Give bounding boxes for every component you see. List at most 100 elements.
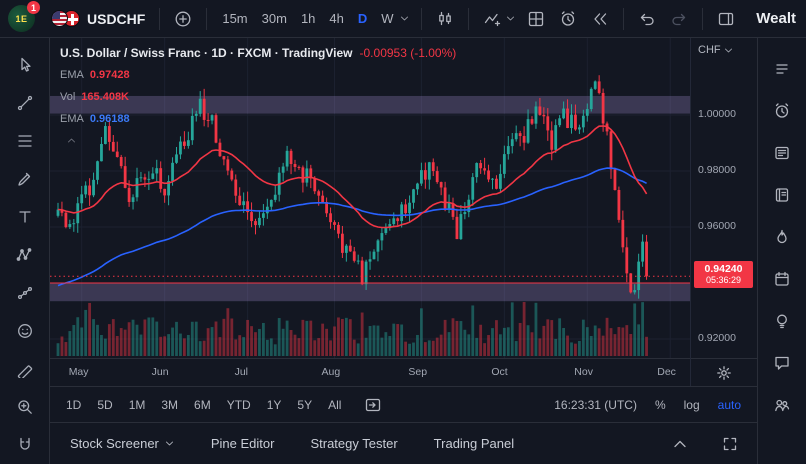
auto-scale-button[interactable]: auto	[717, 397, 741, 412]
timeframe-15m[interactable]: 15m	[215, 6, 254, 32]
tool-text-button[interactable]	[8, 203, 42, 231]
range-6M-button[interactable]: 6M	[186, 395, 219, 415]
range-5D-button[interactable]: 5D	[89, 395, 120, 415]
range-YTD-button[interactable]: YTD	[219, 395, 259, 415]
timeframe-4h[interactable]: 4h	[322, 6, 350, 32]
panel-pine-editor[interactable]: Pine Editor	[211, 436, 275, 451]
tool-xabcd-pattern-button[interactable]	[8, 241, 42, 269]
top-toolbar: 1E 1 USDCHF 15m 30m 1h 4h D W Wealt	[0, 0, 806, 38]
timeframe-30m[interactable]: 30m	[255, 6, 294, 32]
panel-maximize-button[interactable]	[715, 429, 745, 459]
layout-grid-icon	[527, 10, 545, 28]
bottom-panel: Stock Screener Pine Editor Strategy Tester…	[50, 422, 757, 464]
watchlist-icon	[773, 60, 791, 78]
undo-button[interactable]	[632, 4, 662, 34]
layout-grid-button[interactable]	[521, 4, 551, 34]
panel-stock-screener[interactable]: Stock Screener	[70, 436, 175, 451]
tool-forecast-button[interactable]	[8, 279, 42, 307]
tool-fib-retracement-button[interactable]	[8, 127, 42, 155]
candlestick-chart[interactable]	[50, 38, 690, 358]
indicator-templates-button[interactable]	[503, 4, 519, 34]
log-scale-button[interactable]: log	[683, 397, 700, 412]
range-1M-button[interactable]: 1M	[121, 395, 154, 415]
timeframe-W[interactable]: W	[374, 6, 400, 32]
legend-row-ema-2[interactable]: EMA 0.96188	[60, 111, 456, 126]
percent-scale-button[interactable]: %	[654, 397, 666, 412]
panel-trading-panel[interactable]: Trading Panel	[434, 436, 514, 451]
sidebar-alerts-button[interactable]	[767, 96, 797, 126]
tool-brush-button[interactable]	[8, 165, 42, 193]
ruler-icon	[16, 360, 34, 378]
chart-title: U.S. Dollar / Swiss Franc · 1D · FXCM · …	[60, 46, 353, 60]
journal-icon	[773, 186, 791, 204]
timeframe-1h[interactable]: 1h	[294, 6, 322, 32]
center-column: May Jun Jul Aug Sep Oct Nov Dec U.S. Dollar / S…	[50, 38, 757, 464]
alert-button[interactable]	[553, 4, 583, 34]
sidebar-community-button[interactable]	[767, 390, 797, 420]
calendar-icon	[773, 270, 791, 288]
ideas-icon	[773, 312, 791, 330]
timeframe-D[interactable]: D	[351, 6, 374, 32]
panel-button[interactable]	[711, 4, 741, 34]
sidebar-calendar-button[interactable]	[767, 264, 797, 294]
panel-item-label: Pine Editor	[210, 436, 275, 451]
chevron-down-icon	[505, 13, 516, 24]
chevron-down-icon	[723, 45, 734, 56]
add-symbol-button[interactable]	[168, 4, 198, 34]
right-sidebar	[757, 38, 806, 464]
indicators-button[interactable]	[477, 4, 507, 34]
sidebar-chat-button[interactable]	[767, 348, 797, 378]
currency-selector[interactable]: CHF	[698, 44, 734, 56]
legend-title-row[interactable]: U.S. Dollar / Swiss Franc · 1D · FXCM · …	[60, 46, 456, 60]
tool-zoom-button[interactable]	[8, 393, 42, 421]
timeframe-menu-button[interactable]	[397, 4, 413, 34]
legend-collapse-button[interactable]	[60, 133, 82, 147]
sidebar-ideas-button[interactable]	[767, 306, 797, 336]
legend-row-vol-1[interactable]: Vol 165.408K	[60, 89, 456, 104]
month-label-Jun: Jun	[151, 366, 169, 378]
goto-date-button[interactable]	[359, 392, 387, 418]
fib-retracement-icon	[16, 132, 34, 150]
sidebar-journal-button[interactable]	[767, 180, 797, 210]
range-3M-button[interactable]: 3M	[153, 395, 186, 415]
redo-button[interactable]	[664, 4, 694, 34]
symbol-search-button[interactable]: USDCHF	[45, 4, 151, 34]
currency-label: CHF	[698, 44, 721, 56]
candle-style-button[interactable]	[430, 4, 460, 34]
legend-rows: EMA 0.97428 Vol 165.408K EMA 0.96188	[60, 67, 456, 126]
notification-badge: 1	[27, 1, 40, 14]
legend-row-ema-0[interactable]: EMA 0.97428	[60, 67, 456, 82]
alerts-icon	[559, 10, 577, 28]
sidebar-news-button[interactable]	[767, 138, 797, 168]
sidebar-watchlist-button[interactable]	[767, 54, 797, 84]
panel-strategy-tester[interactable]: Strategy Tester	[310, 436, 397, 451]
toolbar-separator	[622, 7, 624, 30]
range-1Y-button[interactable]: 1Y	[259, 395, 290, 415]
toolbar-separator	[159, 7, 161, 30]
brush-icon	[16, 170, 34, 188]
forecast-icon	[16, 284, 34, 302]
sidebar-hotlists-button[interactable]	[767, 222, 797, 252]
range-group: 1D 5D 1M 3M 6M YTD 1Y 5Y All	[58, 395, 349, 415]
tool-emoji-button[interactable]	[8, 317, 42, 345]
tool-magnet-button[interactable]	[8, 431, 42, 459]
tool-trend-line-button[interactable]	[8, 89, 42, 117]
user-avatar[interactable]: 1E 1	[8, 1, 40, 32]
range-All-button[interactable]: All	[320, 395, 349, 415]
clock-utc[interactable]: 16:23:31 (UTC)	[554, 397, 637, 412]
panel-item-label: Stock Screener	[70, 436, 159, 451]
chart-area[interactable]: May Jun Jul Aug Sep Oct Nov Dec U.S. Dollar / S…	[50, 38, 690, 386]
topbar-right-text[interactable]: Wealt	[756, 10, 796, 27]
range-1D-button[interactable]: 1D	[58, 395, 89, 415]
range-5Y-button[interactable]: 5Y	[289, 395, 320, 415]
price-axis[interactable]: CHF 0.94240 05:36:29 1.00000 0.98000 0.960…	[690, 38, 757, 386]
replay-button[interactable]	[585, 4, 615, 34]
time-axis[interactable]: May Jun Jul Aug Sep Oct Nov Dec	[50, 358, 690, 386]
tool-ruler-button[interactable]	[8, 355, 42, 383]
tool-cursor-button[interactable]	[8, 51, 42, 79]
chart-settings-button[interactable]	[712, 361, 736, 385]
price-axis-scale[interactable]: CHF 0.94240 05:36:29 1.00000 0.98000 0.960…	[691, 38, 757, 358]
panel-expand-button[interactable]	[665, 429, 695, 459]
chat-icon	[773, 354, 791, 372]
legend-value: 165.408K	[81, 90, 130, 103]
